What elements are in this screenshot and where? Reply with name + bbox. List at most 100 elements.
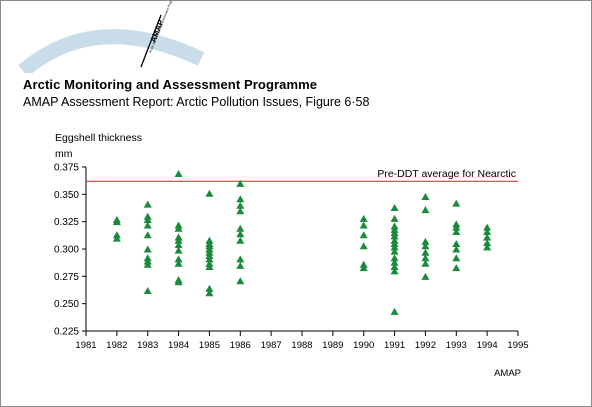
- data-point: [452, 228, 461, 236]
- data-point: [421, 193, 430, 201]
- data-point: [483, 233, 492, 241]
- data-point: [359, 264, 368, 272]
- logo-arc: [18, 29, 205, 73]
- data-point: [174, 236, 183, 244]
- data-point: [236, 224, 245, 232]
- x-tick-label: 1986: [230, 340, 251, 351]
- data-point: [236, 255, 245, 263]
- data-point: [143, 260, 152, 268]
- x-tick-label: 1991: [384, 340, 405, 351]
- x-tick-label: 1987: [261, 340, 282, 351]
- data-points: [112, 170, 492, 315]
- org-title: Arctic Monitoring and Assessment Program…: [23, 77, 318, 92]
- data-point: [390, 203, 399, 211]
- x-tick-label: 1992: [415, 340, 436, 351]
- data-point: [359, 221, 368, 229]
- y-tick-label: 0.325: [54, 217, 79, 228]
- data-point: [174, 255, 183, 263]
- data-point: [452, 245, 461, 253]
- y-axis-label: Eggshell thickness: [55, 132, 142, 144]
- y-tick-label: 0.375: [54, 163, 79, 174]
- data-point: [174, 278, 183, 286]
- figure-subtitle: AMAP Assessment Report: Arctic Pollution…: [23, 95, 370, 109]
- data-point: [452, 264, 461, 272]
- x-tick-label: 1994: [477, 340, 498, 351]
- data-point: [421, 272, 430, 280]
- data-point: [236, 207, 245, 215]
- data-point: [390, 307, 399, 315]
- x-tick-label: 1990: [353, 340, 374, 351]
- data-point: [205, 189, 214, 197]
- data-point: [390, 243, 399, 251]
- data-point: [359, 242, 368, 250]
- data-point: [483, 238, 492, 246]
- data-point: [483, 228, 492, 236]
- data-point: [143, 245, 152, 253]
- amap-logo-icon: AMAP Arctic Monitoring and Assessment Pr…: [18, 1, 205, 73]
- data-point: [483, 243, 492, 251]
- data-point: [421, 242, 430, 250]
- data-point: [174, 246, 183, 254]
- data-point: [359, 214, 368, 222]
- data-point: [143, 200, 152, 208]
- data-point: [174, 259, 183, 267]
- data-point: [452, 223, 461, 231]
- data-point: [112, 234, 121, 242]
- y-tick-label: 0.225: [54, 327, 79, 338]
- y-tick-label: 0.250: [54, 299, 79, 310]
- data-point: [452, 240, 461, 248]
- x-tick-label: 1983: [137, 340, 158, 351]
- reference-line-label: Pre-DDT average for Nearctic: [377, 168, 516, 180]
- data-point: [452, 254, 461, 262]
- data-point: [174, 241, 183, 249]
- data-point: [236, 195, 245, 203]
- x-tick-label: 1982: [106, 340, 127, 351]
- data-point: [390, 267, 399, 275]
- data-point: [236, 261, 245, 269]
- data-point: [236, 236, 245, 244]
- x-tick-label: 1993: [446, 340, 467, 351]
- data-point: [236, 179, 245, 187]
- data-point: [143, 221, 152, 229]
- data-point: [236, 230, 245, 238]
- data-point: [143, 215, 152, 223]
- credit-label: AMAP: [494, 368, 521, 379]
- data-point: [174, 224, 183, 232]
- data-point: [390, 214, 399, 222]
- data-point: [174, 170, 183, 178]
- chart-axes: 0.225 0.250 0.275 0.300 0.325 0.350 0.375 1981 1…: [54, 163, 529, 352]
- data-point: [421, 237, 430, 245]
- logo-needle: [140, 14, 162, 68]
- data-point: [236, 277, 245, 285]
- data-point: [143, 287, 152, 295]
- data-point: [390, 262, 399, 270]
- data-point: [359, 231, 368, 239]
- data-point: [390, 254, 399, 262]
- y-tick-label: 0.350: [54, 190, 79, 201]
- x-tick-label: 1995: [507, 340, 528, 351]
- x-tick-label: 1984: [168, 340, 189, 351]
- data-point: [390, 247, 399, 255]
- data-point: [421, 248, 430, 256]
- data-point: [143, 231, 152, 239]
- data-point: [390, 258, 399, 266]
- data-point: [421, 254, 430, 262]
- reference-line-group: Pre-DDT average for Nearctic: [86, 168, 518, 182]
- x-tick-label: 1981: [75, 340, 96, 351]
- data-point: [421, 259, 430, 267]
- x-tick-label: 1988: [291, 340, 312, 351]
- x-tick-label: 1989: [322, 340, 343, 351]
- data-point: [205, 289, 214, 297]
- x-tick-label: 1985: [199, 340, 220, 351]
- data-point: [452, 199, 461, 207]
- data-point: [205, 255, 214, 263]
- data-point: [205, 284, 214, 292]
- data-point: [112, 218, 121, 226]
- data-point: [483, 223, 492, 231]
- y-tick-label: 0.300: [54, 245, 79, 256]
- data-point: [390, 232, 399, 240]
- data-point: [205, 262, 214, 270]
- y-tick-label: 0.275: [54, 272, 79, 283]
